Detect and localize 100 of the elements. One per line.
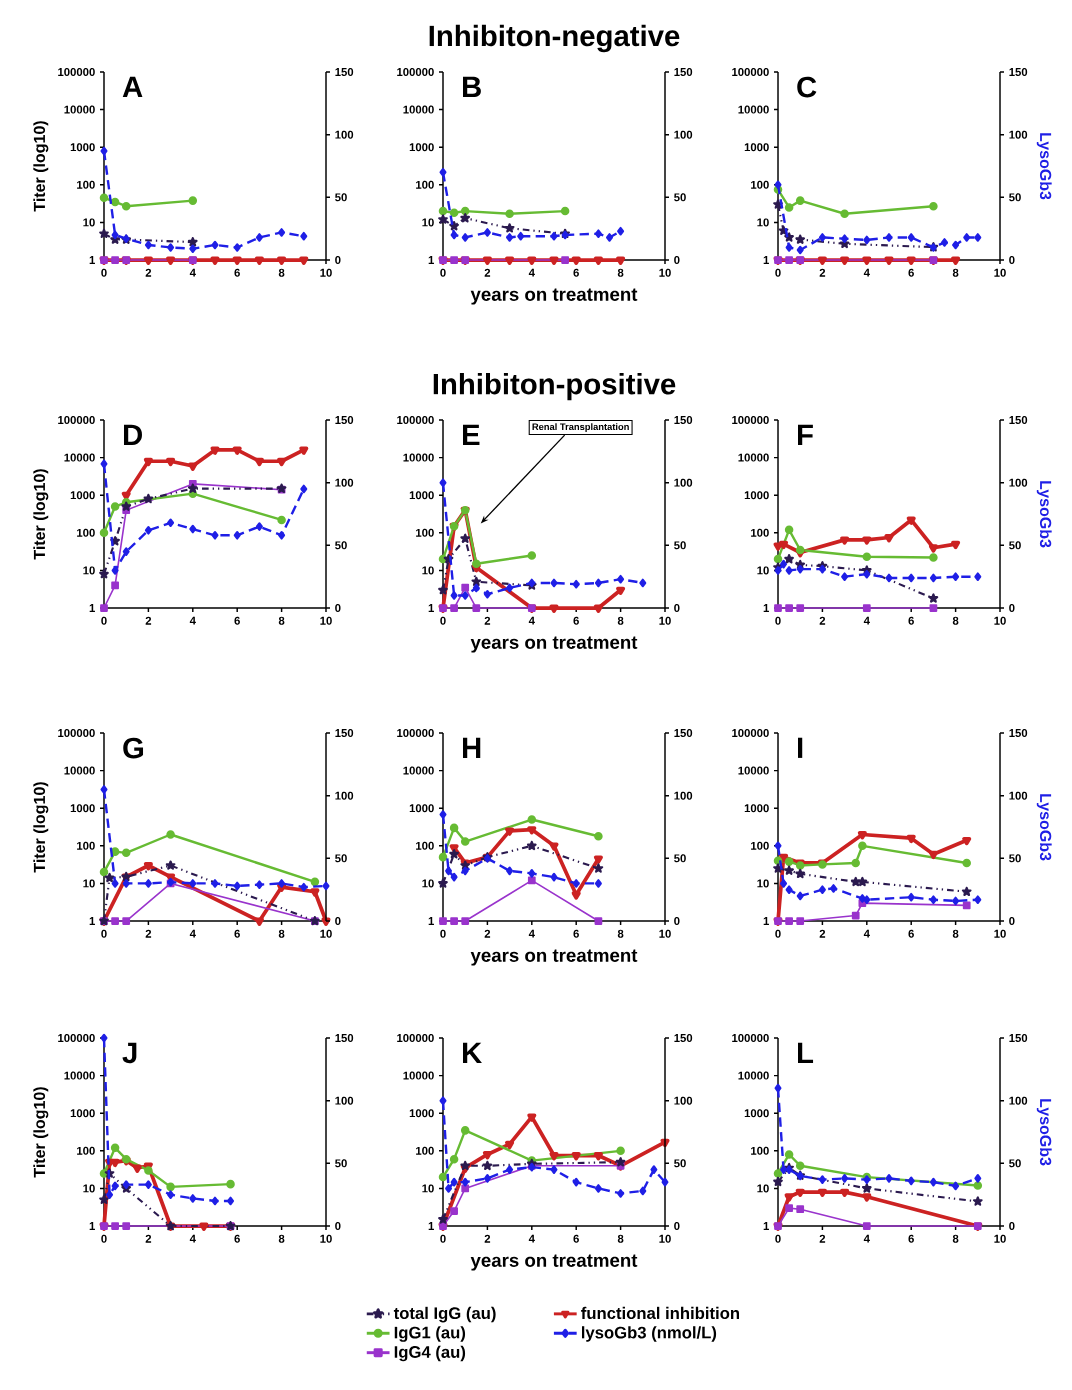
y2-tick-label: 100: [1009, 130, 1028, 139]
y-tick-label: 10: [422, 1184, 434, 1193]
y-tick-label: 1000: [70, 1109, 95, 1118]
x-tick-label: 2: [484, 616, 491, 625]
x-tick-label: 0: [440, 268, 446, 277]
y-tick-label: 100: [77, 1146, 95, 1155]
x-tick-label: 4: [863, 268, 870, 277]
chart-title: I: [798, 737, 803, 758]
y2-axis-title: LysoGb3: [1036, 794, 1052, 861]
x-tick-label: 8: [952, 929, 959, 938]
y2-axis-title: LysoGb3: [1036, 1099, 1052, 1166]
y-tick-label: 100: [77, 528, 95, 537]
y-tick-label: 100: [751, 1146, 769, 1155]
y2-tick-label: 0: [674, 604, 680, 613]
x-tick-label: 6: [234, 1234, 240, 1243]
x-tick-label: 10: [994, 929, 1006, 938]
y-tick-label: 100000: [397, 68, 434, 77]
x-tick-label: 6: [234, 929, 240, 938]
y-tick-label: 1: [428, 1222, 434, 1230]
y-tick-label: 1: [428, 917, 434, 925]
y2-tick-label: 150: [674, 416, 693, 425]
legend-label: lysoGb3 (nmol/L): [581, 1326, 717, 1342]
x-tick-label: 4: [528, 268, 535, 277]
y-tick-label: 100000: [58, 416, 95, 425]
x-tick-label: 2: [819, 268, 826, 277]
y-tick-label: 100000: [732, 68, 769, 77]
x-tick-label: 8: [278, 929, 285, 938]
x-axis-title: years on treatment: [470, 1254, 638, 1271]
x-axis-title: years on treatment: [470, 288, 638, 305]
legend-label: IgG1 (au): [394, 1326, 466, 1342]
y2-tick-label: 150: [674, 729, 693, 738]
x-tick-label: 6: [573, 616, 579, 625]
y2-tick-label: 100: [674, 130, 693, 139]
x-tick-label: 10: [320, 929, 332, 938]
y-tick-label: 100000: [58, 1034, 95, 1043]
y-tick-label: 10: [757, 879, 769, 888]
y2-tick-label: 50: [674, 1159, 686, 1168]
y2-tick-label: 0: [674, 1222, 680, 1231]
y-tick-label: 10: [83, 1184, 95, 1193]
y2-tick-label: 150: [674, 1034, 693, 1043]
y2-tick-label: 50: [1009, 541, 1021, 550]
y2-tick-label: 50: [1009, 854, 1021, 863]
y2-tick-label: 50: [335, 1159, 347, 1168]
y-tick-label: 10: [83, 218, 95, 227]
y-tick-label: 1000: [70, 143, 95, 152]
x-tick-label: 4: [189, 1234, 196, 1243]
y2-tick-label: 50: [674, 854, 686, 863]
y2-tick-label: 100: [335, 130, 354, 139]
x-tick-label: 8: [617, 616, 624, 625]
x-tick-label: 6: [573, 268, 579, 277]
y-tick-label: 1: [89, 256, 95, 264]
y-tick-label: 10: [83, 566, 95, 575]
y-tick-label: 10000: [64, 1071, 95, 1080]
y2-tick-label: 50: [335, 854, 347, 863]
y2-tick-label: 100: [335, 791, 354, 800]
y-tick-label: 100000: [732, 1034, 769, 1043]
y2-tick-label: 50: [674, 541, 686, 550]
y2-tick-label: 0: [335, 256, 341, 265]
x-tick-label: 8: [617, 268, 624, 277]
y-tick-label: 1000: [744, 143, 769, 152]
y-tick-label: 1000: [70, 804, 95, 813]
y-tick-label: 10000: [403, 1071, 434, 1080]
x-tick-label: 0: [440, 616, 446, 625]
legend-label: total IgG (au): [393, 1306, 496, 1323]
y-tick-label: 10000: [738, 105, 769, 114]
y-tick-label: 1: [763, 917, 769, 925]
x-tick-label: 4: [189, 268, 196, 277]
y2-tick-label: 100: [1009, 478, 1028, 487]
y-tick-label: 100: [416, 841, 434, 850]
y2-tick-label: 0: [1009, 917, 1015, 926]
y-tick-label: 100000: [397, 1034, 434, 1043]
y2-axis-title: LysoGb3: [1036, 481, 1052, 548]
y-tick-label: 100000: [732, 729, 769, 738]
x-tick-label: 4: [863, 1234, 870, 1243]
x-tick-label: 4: [528, 616, 535, 625]
x-tick-label: 8: [278, 1234, 285, 1243]
y-tick-label: 100000: [732, 416, 769, 425]
y-tick-label: 1000: [409, 491, 434, 500]
y2-tick-label: 150: [1009, 1034, 1028, 1043]
y-tick-label: 1000: [744, 1109, 769, 1118]
x-tick-label: 8: [278, 616, 285, 625]
x-tick-label: 10: [994, 268, 1006, 277]
y2-axis-title: LysoGb3: [1036, 133, 1052, 200]
y-tick-label: 10000: [738, 766, 769, 775]
y2-tick-label: 0: [1009, 1222, 1015, 1231]
legend-label: IgG4 (au): [394, 1345, 466, 1362]
legend-label: functional inhibition: [581, 1306, 739, 1320]
x-tick-label: 10: [659, 268, 671, 277]
y-tick-label: 1: [763, 604, 769, 612]
y-tick-label: 1: [89, 1222, 95, 1230]
x-tick-label: 4: [528, 1234, 535, 1243]
y-tick-label: 100000: [58, 68, 95, 77]
x-tick-label: 0: [440, 929, 446, 938]
x-axis-title: years on treatment: [470, 949, 638, 966]
y2-tick-label: 100: [335, 1096, 354, 1105]
y2-tick-label: 0: [335, 917, 341, 926]
x-tick-label: 10: [994, 616, 1006, 625]
x-tick-label: 4: [528, 929, 535, 938]
chart-title: J: [122, 1042, 137, 1064]
y-tick-label: 1: [763, 1222, 769, 1230]
